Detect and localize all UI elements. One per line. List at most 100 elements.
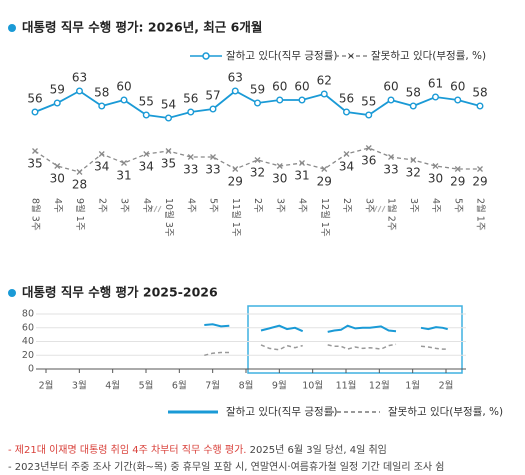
x-tick-label: 1월 2주: [386, 198, 398, 231]
data-label: 58: [472, 86, 487, 100]
y-tick-label: 60: [22, 322, 34, 333]
point: [143, 151, 150, 157]
series-line: [204, 343, 448, 357]
x-tick-label: 5주: [452, 198, 463, 213]
point: [231, 87, 239, 95]
x-tick-label: 9월 1주: [74, 198, 86, 231]
note-text: 2025년 6월 3일 당선, 4일 취임: [246, 443, 386, 456]
x-tick-label: 3주: [274, 198, 285, 213]
data-label: 63: [228, 71, 243, 85]
data-label: 30: [50, 172, 65, 186]
x-tick-label: 1월: [405, 380, 420, 392]
point: [232, 166, 239, 172]
y-tick-label: 0: [28, 364, 34, 375]
point: [75, 87, 83, 95]
point: [187, 108, 195, 116]
point: [276, 163, 283, 169]
x-tick-label: 4월: [105, 380, 120, 392]
point: [164, 114, 172, 122]
highlight-box: [247, 305, 463, 374]
data-label: 60: [272, 80, 287, 94]
data-label: 57: [205, 89, 220, 103]
title-dot: [8, 24, 16, 32]
series-line: [204, 323, 448, 333]
x-tick-label: 11월 1주: [230, 198, 242, 237]
point: [98, 102, 106, 110]
data-label: 31: [294, 169, 309, 183]
data-label: 60: [116, 80, 131, 94]
data-label: 35: [27, 157, 42, 171]
point: [32, 148, 38, 154]
data-label: 29: [450, 175, 465, 189]
x-tick-label: 5주: [208, 198, 219, 213]
x-tick-label: 10월: [302, 380, 323, 392]
data-label: 36: [361, 154, 376, 168]
x-tick-label: 8월: [239, 380, 254, 392]
point: [98, 151, 105, 157]
data-label: 32: [406, 166, 421, 180]
data-label: 33: [205, 163, 220, 177]
x-tick-label: 8월 3주: [30, 198, 42, 231]
point: [432, 163, 439, 169]
data-label: 34: [94, 160, 109, 174]
data-label: 29: [472, 175, 487, 189]
data-label: 59: [250, 83, 265, 97]
x-tick-label: 11월: [336, 380, 357, 392]
point: [254, 157, 261, 163]
chart-title: 대통령 직무 수행 평가: 2026년, 최근 6개월: [22, 20, 262, 35]
legend-label: 잘못하고 있다(부정률, %): [371, 49, 486, 62]
x-tick-label: 3월: [72, 380, 87, 392]
point: [120, 96, 128, 104]
point: [410, 157, 417, 163]
data-label: 61: [428, 77, 443, 91]
legend-label: 잘하고 있다(직무 긍정률): [226, 49, 337, 62]
point: [299, 160, 305, 166]
legend-marker: ×: [347, 51, 355, 62]
x-tick-label: 2월: [39, 380, 54, 392]
data-label: 56: [27, 92, 42, 106]
title-dot: [8, 289, 16, 297]
data-label: 60: [450, 80, 465, 94]
point: [142, 111, 150, 119]
y-tick-label: 80: [22, 309, 34, 320]
point: [343, 151, 350, 157]
point: [187, 154, 194, 160]
data-label: 56: [183, 92, 198, 106]
note-highlight: - 제21대 이재명 대통령 취임 4주 차부터 직무 수행 평가.: [8, 443, 246, 456]
data-label: 30: [272, 172, 287, 186]
point: [365, 111, 373, 119]
data-label: 55: [139, 95, 154, 109]
x-tick-label: 7월: [205, 380, 220, 392]
data-label: 33: [183, 163, 198, 177]
data-label: 34: [339, 160, 354, 174]
point: [409, 102, 417, 110]
x-tick-label: 4주: [185, 198, 196, 213]
data-label: 31: [116, 169, 131, 183]
point: [320, 90, 328, 98]
data-label: 34: [139, 160, 154, 174]
point: [209, 105, 217, 113]
data-label: 29: [317, 175, 332, 189]
x-tick-label: 2월: [439, 380, 454, 392]
point: [253, 99, 261, 107]
data-label: 28: [72, 178, 87, 192]
point: [321, 166, 328, 172]
data-label: 60: [294, 80, 309, 94]
point: [477, 166, 483, 172]
x-tick-label: 2주: [341, 198, 352, 213]
x-tick-label: 4주: [297, 198, 308, 213]
point: [76, 169, 83, 175]
point: [388, 154, 394, 160]
data-label: 29: [228, 175, 243, 189]
point: [365, 145, 372, 151]
point: [165, 148, 172, 154]
legend-label: 잘하고 있다(직무 긍정률): [226, 405, 337, 418]
point: [31, 108, 39, 116]
point: [476, 102, 484, 110]
point: [432, 93, 440, 101]
point: [54, 163, 61, 169]
x-tick-label: 2주: [252, 198, 263, 213]
note: - 제21대 이재명 대통령 취임 4주 차부터 직무 수행 평가. 2025년…: [8, 443, 387, 456]
data-label: 33: [383, 163, 398, 177]
